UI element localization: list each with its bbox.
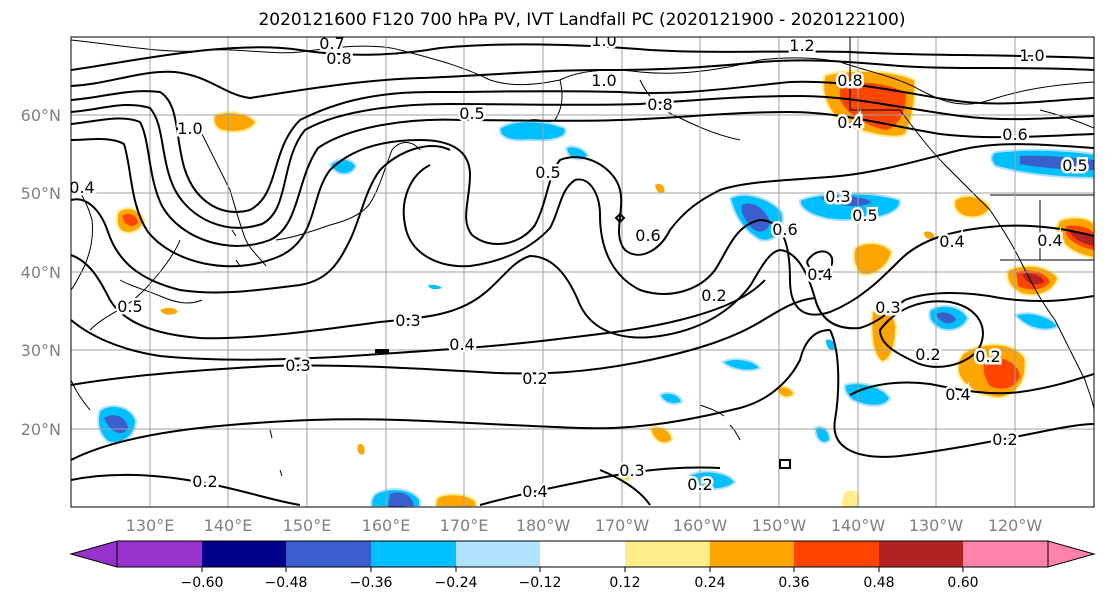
contour-label: 0.5 [535,163,560,182]
contour-labels: 0.7 0.8 1.0 1.2 1.0 0.8 1.0 0.5 1.0 0.8 … [69,31,1090,504]
colorbar-segment [371,541,456,567]
colorbar-segment [540,541,625,567]
contour-label: 0.2 [992,430,1017,449]
contour-label: 0.3 [825,187,850,206]
contour-label: 0.5 [852,206,877,225]
gridlines [71,37,1094,507]
lat-tick-label: 30°N [21,341,61,360]
colorbar-segment [710,541,794,567]
contour-label: 0.7 [319,34,344,53]
contour-label: 0.4 [837,113,862,132]
latitude-labels: 60°N 50°N 40°N 30°N 20°N [21,106,61,439]
colorbar-tick-label: 0.12 [609,575,640,591]
contour-label: 0.6 [635,226,660,245]
contour-label: 0.2 [522,369,547,388]
contour-label: 0.4 [939,232,964,251]
contour-label: 0.4 [522,482,547,501]
colorbar-tick-label: −0.24 [435,575,478,591]
lon-tick-label: 170°E [440,516,489,535]
lon-tick-label: 150°E [283,516,332,535]
figure-title: 2020121600 F120 700 hPa PV, IVT Landfall… [258,10,905,30]
map-frame [70,36,1095,508]
contour-label: 1.0 [591,31,616,50]
lon-tick-label: 160°E [362,516,411,535]
lon-tick-label: 130°W [909,516,964,535]
lat-tick-label: 60°N [21,106,61,125]
lon-tick-label: 140°E [204,516,253,535]
lon-tick-label: 150°W [752,516,807,535]
contour-label: 0.8 [837,71,862,90]
colorbar-tick-label: 0.36 [778,575,809,591]
contour-label: 1.2 [789,36,814,55]
lon-tick-label: 130°E [126,516,175,535]
colorbar-segment [117,541,202,567]
colorbar-segment [286,541,371,567]
lon-tick-label: 180°W [516,516,571,535]
contour-label: 0.6 [1002,125,1027,144]
contour-label: 0.5 [1062,156,1087,175]
colorbar-tick-label: 0.24 [694,575,725,591]
colorbar-tick-label: −0.12 [519,575,562,591]
colorbar-tick-label: −0.60 [181,575,224,591]
contour-label: 1.0 [1019,46,1044,65]
colorbar-segment [794,541,879,567]
contour-label: 0.2 [701,286,726,305]
contour-label: 0.5 [117,297,142,316]
colorbar-segment [202,541,286,567]
colorbar-max-extension [1047,540,1096,568]
lon-tick-label: 170°W [595,516,650,535]
contour-label: 0.2 [192,472,217,491]
colorbar-segment [963,541,1048,567]
colorbar-tick-label: 0.48 [863,575,894,591]
contour-label: 0.8 [647,95,672,114]
contour-label: 0.3 [395,311,420,330]
contour-label: 0.2 [915,345,940,364]
contour-label: 1.0 [177,119,202,138]
lon-tick-label: 160°W [673,516,728,535]
lon-tick-label: 140°W [831,516,886,535]
contour-label: 0.4 [945,385,970,404]
lat-tick-label: 50°N [21,184,61,203]
contour-label: 1.0 [591,71,616,90]
negative-anomaly-shading [97,120,1094,507]
lat-tick-label: 20°N [21,420,61,439]
contour-label: 0.3 [285,356,310,375]
colorbar-ticks [201,567,964,572]
colorbar-tick-label: 0.60 [947,575,978,591]
longitude-labels: 130°E 140°E 150°E 160°E 170°E 180°W 170°… [126,516,1043,535]
lat-tick-label: 40°N [21,263,61,282]
contour-label: 0.8 [326,49,351,68]
colorbar: −0.60 −0.48 −0.36 −0.24 −0.12 0.12 0.24 … [69,540,1096,591]
contour-label: 0.6 [772,220,797,239]
contour-label: 0.4 [1037,231,1062,250]
colorbar-tick-label: −0.48 [265,575,308,591]
contour-label: 0.3 [875,298,900,317]
positive-anomaly-shading [115,69,1094,507]
colorbar-segment [879,541,963,567]
contour-label: 0.4 [807,265,832,284]
contour-label: 0.2 [687,475,712,494]
contour-label: 0.4 [69,178,94,197]
colorbar-min-extension [69,540,118,568]
colorbar-tick-label: −0.36 [350,575,393,591]
contour-label: 0.5 [459,104,484,123]
lon-tick-label: 120°W [988,516,1043,535]
pv-contours [71,43,1094,506]
map-panel: 0.7 0.8 1.0 1.2 1.0 0.8 1.0 0.5 1.0 0.8 … [21,31,1095,535]
contour-label: 0.2 [975,347,1000,366]
contour-label: 0.3 [619,461,644,480]
colorbar-segment [625,541,710,567]
contour-label: 0.4 [449,335,474,354]
colorbar-outline [116,540,1049,568]
colorbar-segment [456,541,540,567]
